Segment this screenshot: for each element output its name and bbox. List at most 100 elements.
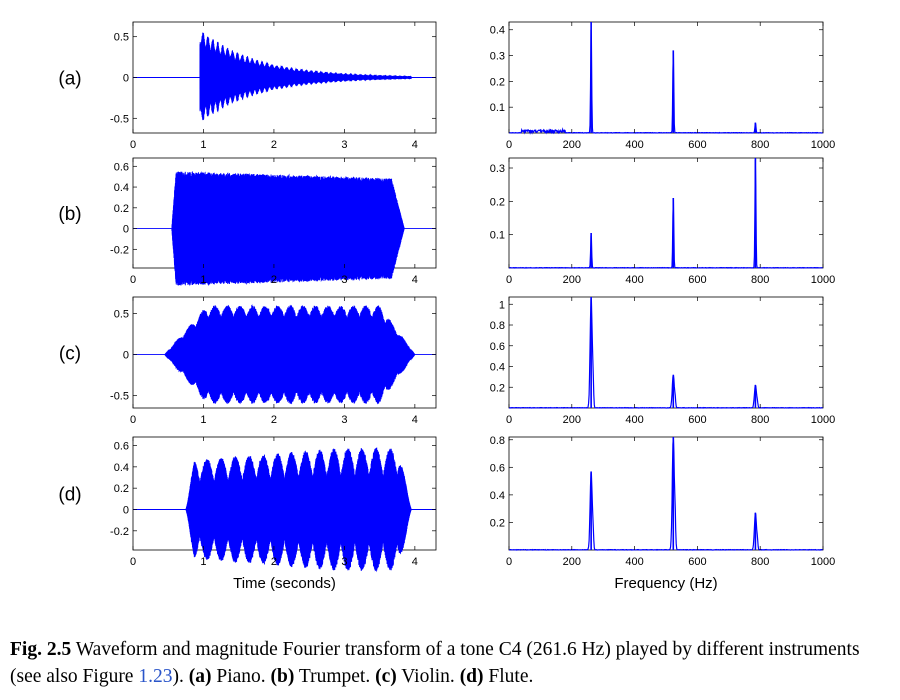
x-tick-label: 1000: [811, 139, 835, 151]
spectrum-series: [508, 298, 823, 409]
y-tick-label: -0.2: [110, 244, 129, 256]
y-tick-label: 0.3: [490, 51, 505, 63]
spectrum-series: [509, 436, 824, 551]
x-tick-label: 4: [412, 414, 418, 426]
waveform-panel: 0.6 0.4 0.2 0 -0.2 0 1 2 3 4: [110, 436, 437, 573]
caption-text-a: Piano.: [211, 666, 271, 687]
caption-figure-number: Fig. 2.5: [10, 639, 72, 660]
x-tick-label: 3: [341, 274, 347, 286]
x-tick-label: 600: [688, 139, 706, 151]
spectrum-plot-area: [508, 436, 824, 551]
y-tick-label: 0.5: [114, 32, 129, 44]
caption-text-d: Flute.: [483, 666, 534, 687]
x-tick-label: 1: [200, 556, 206, 568]
x-tick-label: 4: [412, 556, 418, 568]
y-tick-label: 0.2: [490, 76, 505, 88]
x-tick-label: 400: [625, 139, 643, 151]
x-tick-label: 0: [130, 274, 136, 286]
spectrum-series: [508, 29, 823, 135]
x-tick-label: 600: [688, 414, 706, 426]
x-tick-label: 600: [688, 556, 706, 568]
x-tick-label: 2: [271, 556, 277, 568]
x-tick-label: 2: [271, 139, 277, 151]
x-tick-label: 1000: [811, 274, 835, 286]
x-tick-label: 4: [412, 139, 418, 151]
spectrum-plot-area: [508, 296, 824, 409]
x-tick-label: 0: [506, 274, 512, 286]
x-tick-label: 3: [341, 414, 347, 426]
y-tick-label: 0.4: [114, 182, 129, 194]
x-tick-label: 0: [506, 414, 512, 426]
y-tick-label: -0.5: [110, 113, 129, 125]
waveform-series: [133, 32, 436, 121]
spectrum-panel: 1 0.8 0.6 0.4 0.2 0 200 400 600 800 1000: [490, 296, 835, 426]
x-tick-label: 600: [688, 274, 706, 286]
waveform-panel: 0.50-0.50 1 2 3 4: [110, 21, 437, 151]
panel-row-2: (c)0.50-0.50 1 2 3 410.80.60.40.20 200 400 600 8…: [59, 296, 835, 426]
panel-label: (b): [58, 204, 81, 225]
x-tick-label: 200: [563, 414, 581, 426]
caption-label-d: (d): [459, 666, 484, 687]
waveform-series: [133, 304, 436, 405]
x-tick-label: 1000: [811, 556, 835, 568]
y-tick-label: 0: [123, 350, 129, 362]
x-tick-label: 2: [271, 414, 277, 426]
y-tick-label: 0.1: [490, 230, 505, 242]
x-tick-label: 0: [130, 414, 136, 426]
y-tick-label: 0.6: [114, 161, 129, 173]
x-tick-label: 2: [271, 274, 277, 286]
y-tick-label: 0.4: [490, 362, 505, 374]
y-tick-label: 0.8: [490, 320, 505, 332]
y-tick-label: -0.5: [110, 391, 129, 403]
panel-label: (a): [58, 69, 81, 90]
x-tick-label: 800: [751, 556, 769, 568]
y-tick-label: 0.2: [490, 196, 505, 208]
waveform-panel: 0.50-0.50 1 2 3 4: [110, 296, 437, 426]
x-tick-label: 1: [200, 139, 206, 151]
waveform-series: [133, 170, 436, 287]
y-tick-label: 0: [123, 73, 129, 85]
frequency-axis-label: Frequency (Hz): [614, 575, 717, 592]
x-tick-label: 200: [563, 139, 581, 151]
y-tick-label: -0.2: [110, 526, 129, 538]
x-tick-label: 0: [130, 556, 136, 568]
y-tick-label: 0.2: [114, 203, 129, 215]
caption-label-b: (b): [270, 666, 295, 687]
x-tick-label: 400: [625, 556, 643, 568]
caption-text-b: Trumpet.: [294, 666, 376, 687]
x-tick-label: 3: [341, 556, 347, 568]
spectrum-panel: 0.8 0.6 0.4 0.2 0 200 400 600 800 1000: [490, 435, 836, 568]
figure-2-5: (a)0.50-0.50 1 2 3 40.40.30.20.10 200 400 600 80…: [58, 21, 836, 592]
y-tick-label: 0.6: [114, 441, 129, 453]
x-tick-label: 1: [200, 414, 206, 426]
x-tick-label: 4: [412, 274, 418, 286]
waveform-panel: 0.6 0.4 0.2 0 -0.2 0 1 2 3 4: [110, 157, 437, 287]
x-tick-label: 200: [563, 274, 581, 286]
x-tick-label: 800: [751, 139, 769, 151]
y-tick-label: 0.6: [490, 462, 505, 474]
x-tick-label: 800: [751, 414, 769, 426]
spectrum-panel: 0.4 0.3 0.2 0.1 0 200 400 600 800 1000: [490, 21, 835, 151]
spectrum-plot-area: [508, 157, 824, 269]
y-tick-label: 0.4: [490, 490, 505, 502]
y-tick-label: 0.2: [490, 517, 505, 529]
panel-label: (d): [58, 485, 81, 506]
caption-figure-link[interactable]: 1.23: [138, 666, 173, 687]
y-tick-label: 0: [123, 224, 129, 236]
panel-label: (c): [59, 344, 81, 365]
panel-row-1: (b) 0.6 0.4 0.2 0 -0.2 0 1 2 3 4 0.3 0.2 0.1 0 200 400 60…: [58, 157, 835, 287]
x-tick-label: 400: [625, 414, 643, 426]
waveform-series: [133, 447, 436, 573]
y-tick-label: 0: [123, 504, 129, 516]
spectrum-panel: 0.3 0.2 0.1 0 200 400 600 800 1000: [490, 157, 835, 286]
x-tick-label: 1000: [811, 414, 835, 426]
caption-label-a: (a): [188, 666, 212, 687]
spectrum-plot-area: [508, 21, 824, 134]
caption-label-c: (c): [375, 666, 397, 687]
y-tick-label: 0.2: [490, 382, 505, 394]
x-tick-label: 400: [625, 274, 643, 286]
x-tick-label: 0: [506, 556, 512, 568]
panel-row-0: (a) 0.5 0 -0.5 0 1 2 3 4 0.4 0.3 0.2 0.1 0 200 400 600 80…: [58, 21, 835, 151]
x-tick-label: 3: [341, 139, 347, 151]
time-axis-label: Time (seconds): [233, 575, 336, 592]
